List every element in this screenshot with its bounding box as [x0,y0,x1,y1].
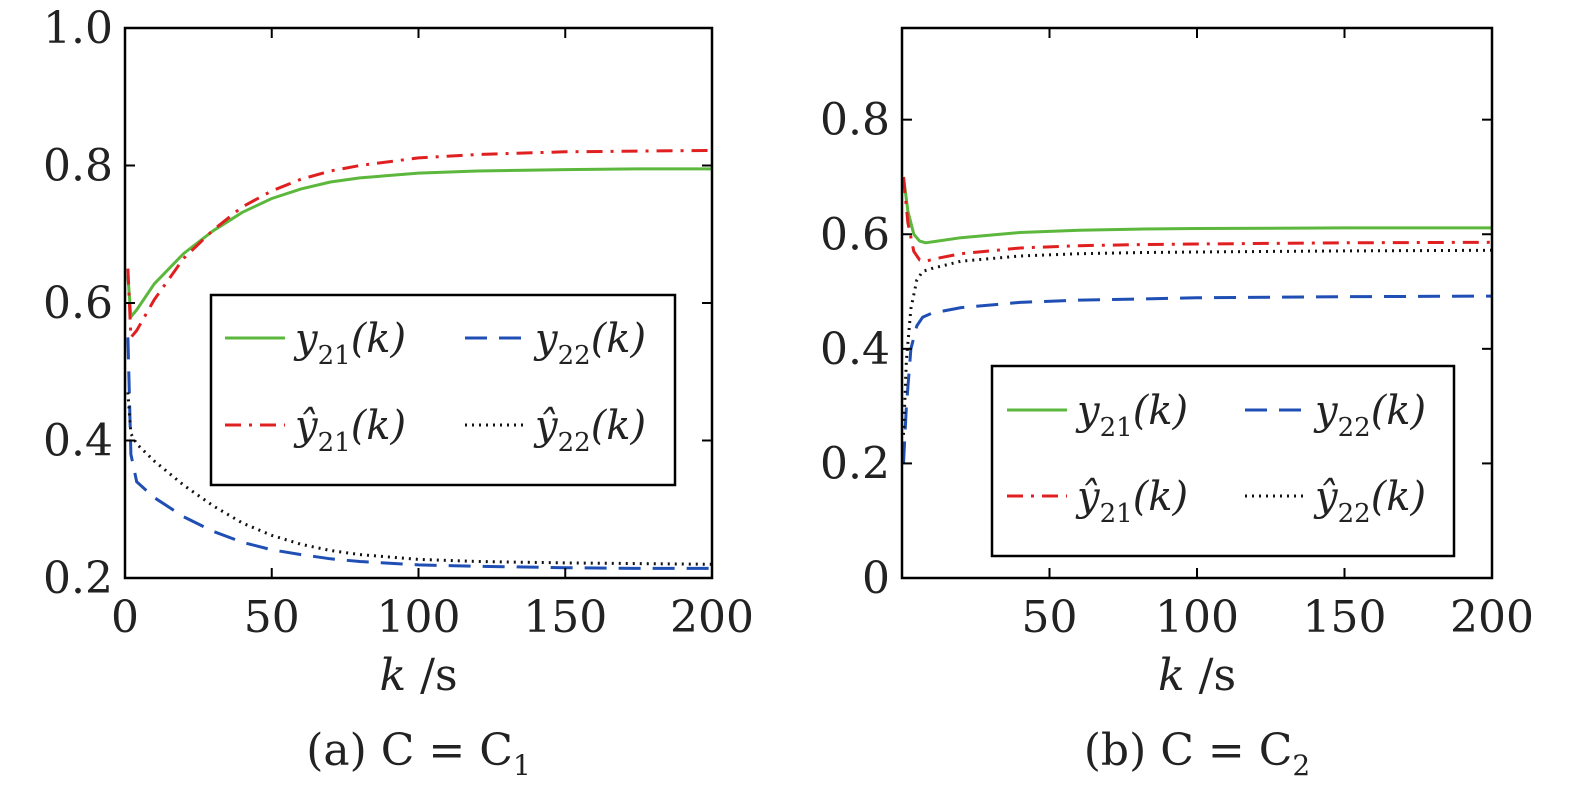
legend-label-main: y [1075,388,1101,434]
series-line-yhat22 [126,392,712,566]
y-tick-label: 0 [862,553,890,604]
x-tick-label: 100 [1155,592,1239,643]
y-tick-label: 0.8 [820,95,890,146]
legend-label-tail: (k) [591,316,646,362]
legend-label: ŷ21(k) [1075,474,1188,529]
legend-label: ŷ21(k) [293,403,406,458]
legend-label: y22(k) [1313,388,1426,443]
series-line-yhat21 [126,148,712,339]
legend-label-tail: (k) [1133,474,1188,520]
legend-label-main: y [1313,388,1339,434]
x-tick-label: 150 [523,592,607,643]
legend-label-tail: (k) [351,316,406,362]
y-tick-label: 0.2 [43,553,113,604]
x-tick-label: 200 [1450,592,1534,643]
x-axis-label-unit: /s [406,650,457,701]
legend-label-sub: 21 [1100,499,1133,529]
caption-subscript: 1 [513,749,531,782]
legend-label-sub: 21 [318,428,351,458]
legend-label-tail: (k) [1371,474,1426,520]
legend-box [209,293,677,487]
x-tick-label: 50 [1022,592,1078,643]
legend-label-main: ŷ [1313,474,1339,520]
legend-label-tail: (k) [1133,388,1188,434]
x-axis-label-unit: /s [1185,650,1236,701]
x-tick-label: 50 [244,592,300,643]
legend-label-sub: 21 [318,341,351,371]
y-tick-label: 0.8 [43,141,113,192]
series-line-y21 [902,176,1492,245]
caption-text: (b) C = C [1084,725,1293,776]
x-axis-label: k /s [1158,650,1236,701]
legend-label-main: ŷ [293,403,319,449]
x-tick-label: 150 [1303,592,1387,643]
legend-label: ŷ22(k) [1313,474,1426,529]
series-line-yhat22 [902,248,1492,435]
legend-label: y21(k) [293,316,406,371]
legend-label-sub: 22 [558,341,591,371]
legend-label-sub: 22 [1338,499,1371,529]
series-line-y21 [126,167,712,319]
chart-panel-a: 0 50 100 150 200 0.2 0.4 0.6 0.8 1.0 k /s (a) C = C… [43,3,754,782]
series-line-y22 [126,337,712,570]
panel-caption: (a) C = C1 [306,725,531,782]
legend-label-sub: 22 [558,428,591,458]
y-tick-label: 0.6 [43,278,113,329]
legend-label-main: y [533,316,559,362]
caption-text: (a) C = C [306,725,513,776]
x-tick-label: 0 [111,592,139,643]
legend-label: y21(k) [1075,388,1188,443]
legend: y21(k) y22(k)ŷ21(k) ŷ22(k) [209,293,677,487]
y-tick-label: 0.4 [820,324,890,375]
legend-label-sub: 21 [1100,413,1133,443]
x-tick-label: 100 [377,592,461,643]
legend-label-main: y [293,316,319,362]
x-axis-label: k /s [379,650,457,701]
legend-label-main: ŷ [533,403,559,449]
x-tick-label: 200 [670,592,754,643]
legend-label: ŷ22(k) [533,403,646,458]
y-tick-label: 0.6 [820,209,890,260]
series-lines [126,148,712,570]
legend-label-tail: (k) [1371,388,1426,434]
x-axis-label-var: k [379,650,406,701]
legend-label-sub: 22 [1338,413,1371,443]
legend-label-tail: (k) [351,403,406,449]
caption-subscript: 2 [1292,749,1310,782]
panel-caption: (b) C = C2 [1084,725,1310,782]
y-tick-label: 0.4 [43,416,113,467]
legend-label-main: ŷ [1075,474,1101,520]
series-line-yhat21 [902,176,1492,263]
x-axis-label-var: k [1158,650,1185,701]
legend-label: y22(k) [533,316,646,371]
legend-label-tail: (k) [591,403,646,449]
y-tick-label: 1.0 [43,3,113,54]
y-tick-label: 0.2 [820,438,890,489]
legend: y21(k) y22(k)ŷ21(k) ŷ22(k) [990,364,1456,558]
legend-box [990,364,1456,558]
